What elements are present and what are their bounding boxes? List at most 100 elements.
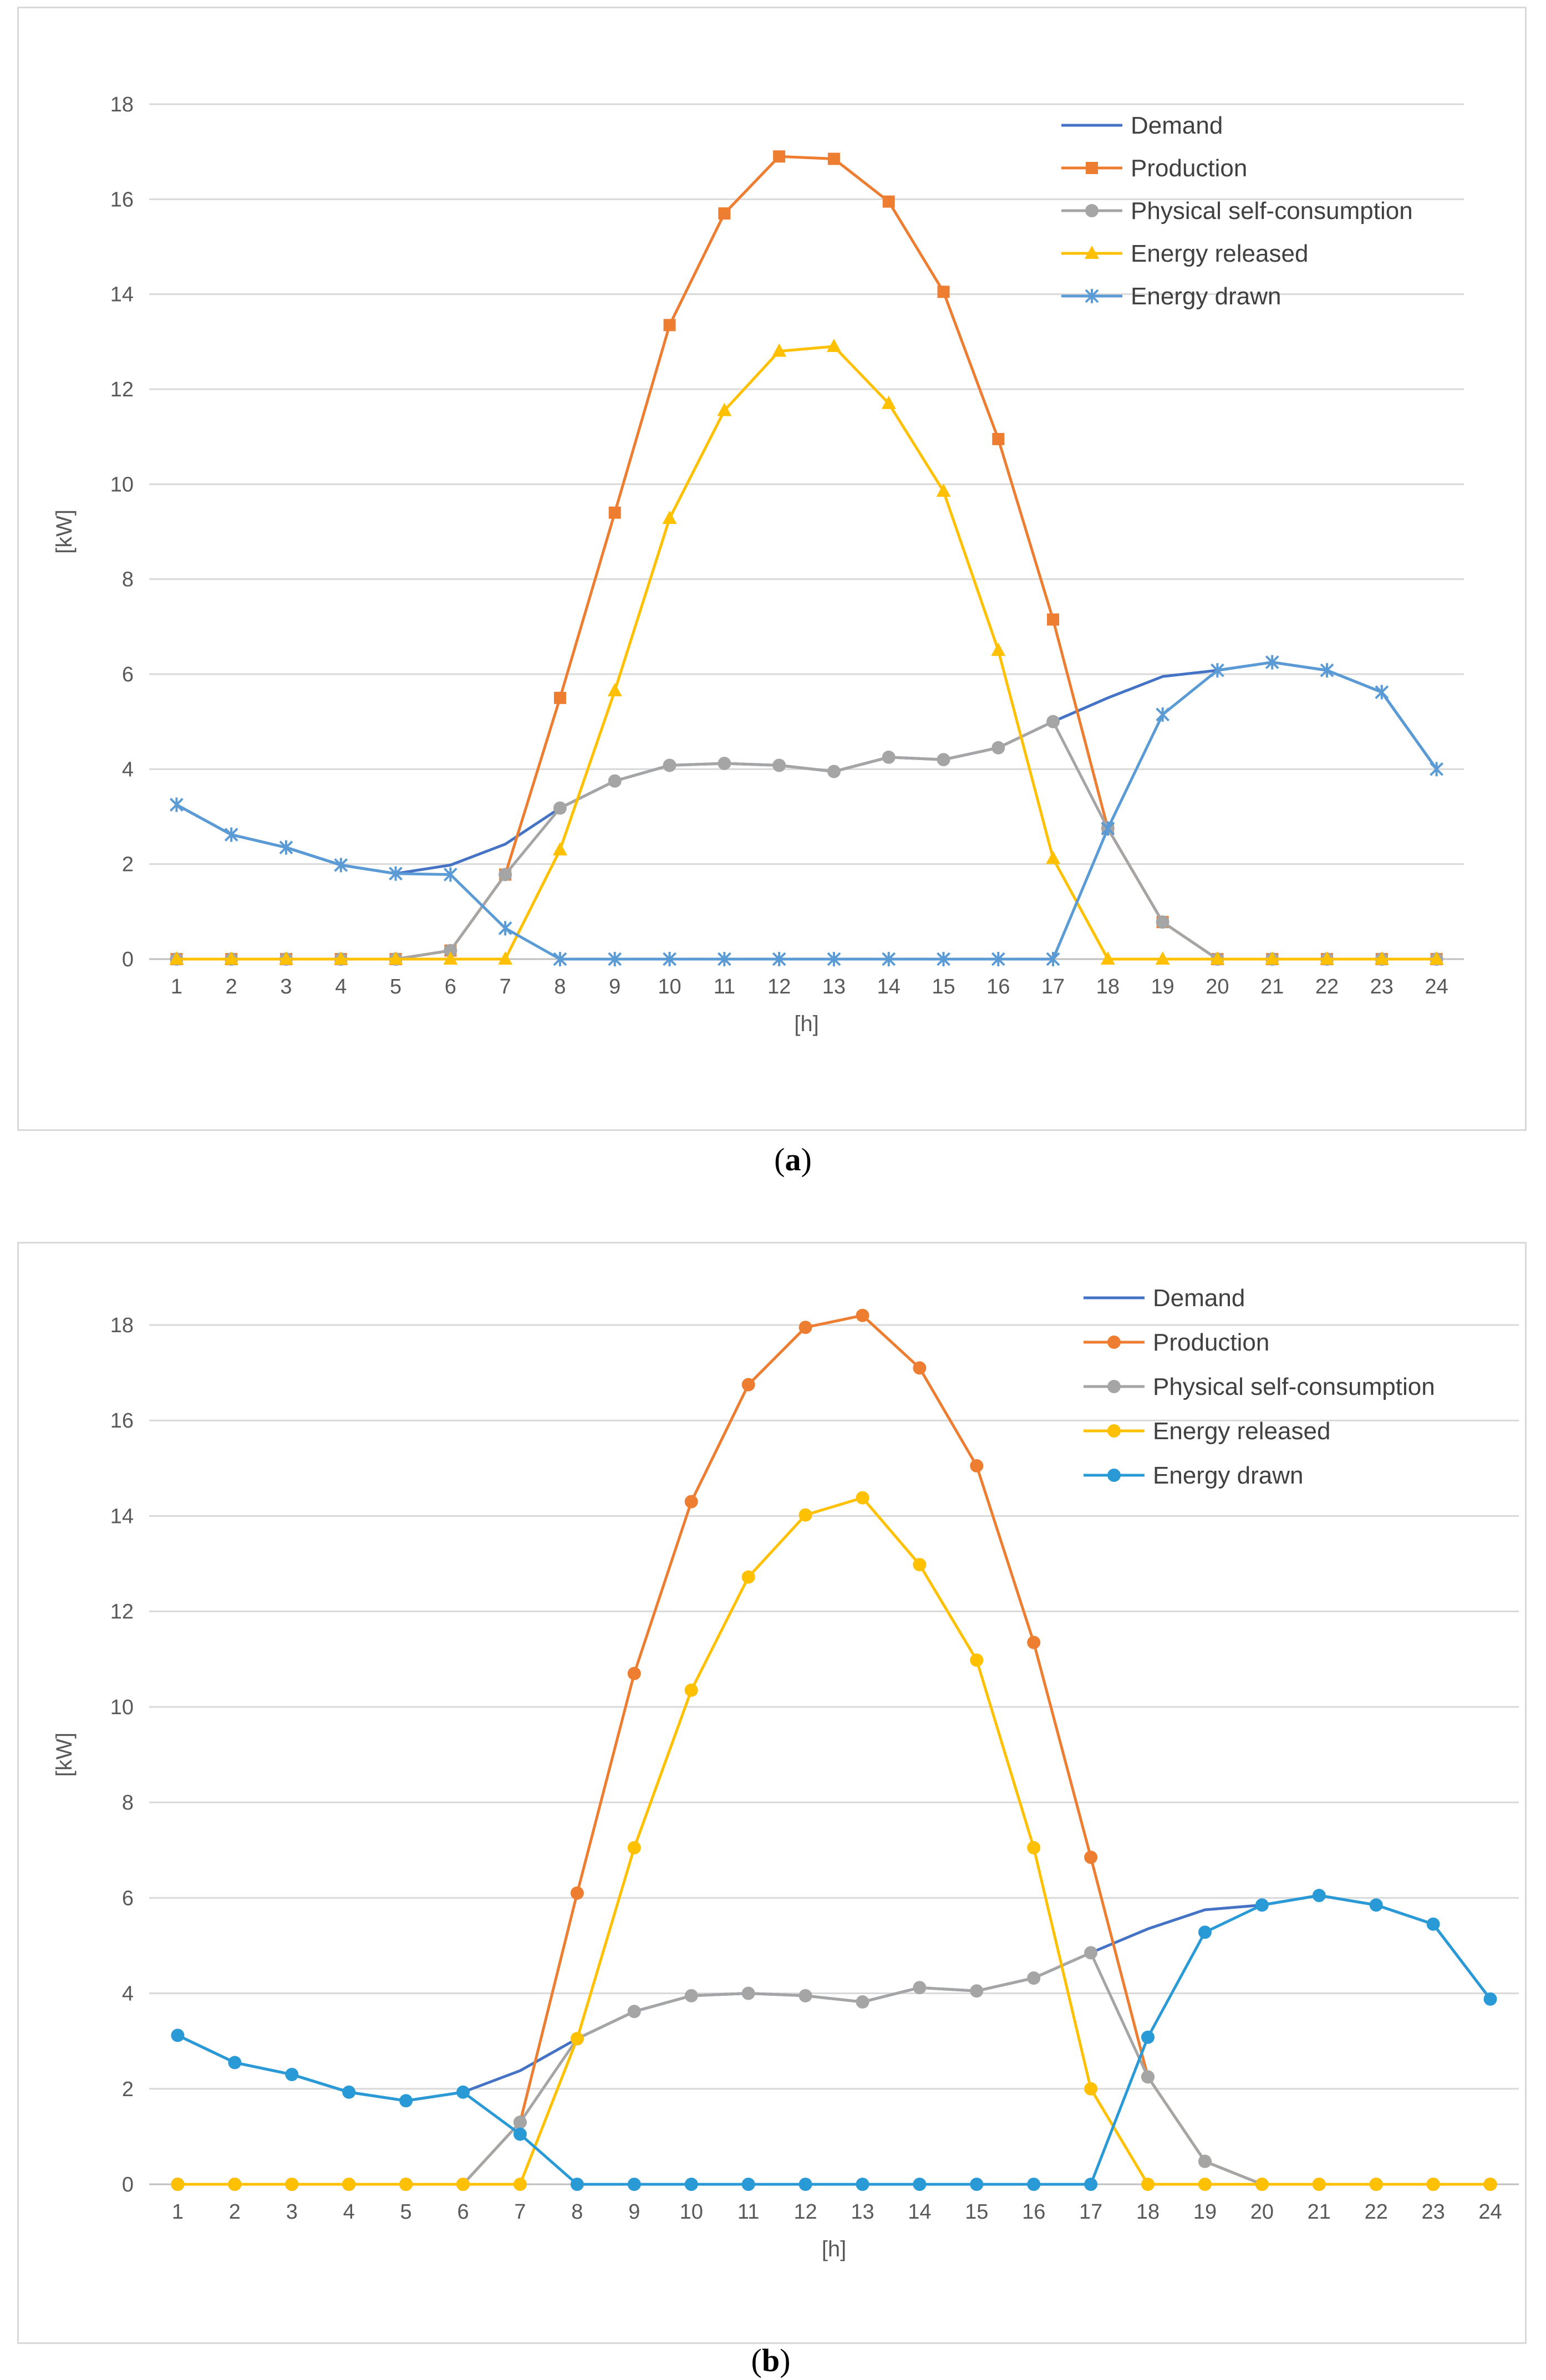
data-point-production	[608, 506, 621, 519]
data-point-production	[992, 432, 1005, 445]
data-point-energy-released	[399, 2178, 413, 2191]
data-point-physical-self-consumption	[1156, 915, 1169, 929]
data-point-energy-drawn	[1265, 655, 1279, 670]
data-point-energy-released	[333, 951, 348, 965]
data-point-energy-drawn	[627, 2178, 641, 2191]
data-point-energy-released	[826, 338, 841, 352]
data-point-production	[553, 691, 566, 704]
data-point-production	[937, 286, 950, 298]
data-point-energy-released	[169, 951, 184, 965]
x-tick-label: 5	[400, 2200, 412, 2224]
data-point-energy-released	[1429, 951, 1444, 965]
data-point-production	[684, 1495, 698, 1508]
legend-entry: Energy drawn	[1084, 1462, 1303, 1489]
series-line-energy-released	[176, 345, 1437, 961]
y-tick-label: 10	[110, 1696, 134, 1719]
x-tick-label: 14	[877, 975, 901, 998]
data-point-energy-released	[1084, 2082, 1098, 2096]
y-tick-label: 14	[110, 1505, 134, 1528]
y-tick-label: 2	[122, 2078, 134, 2101]
data-point-energy-released	[936, 483, 951, 497]
data-point-energy-drawn	[882, 952, 896, 966]
data-point-energy-drawn	[856, 2178, 869, 2191]
data-point-energy-released	[342, 2178, 356, 2191]
data-point-energy-released	[278, 951, 293, 965]
x-axis-title: [h]	[822, 2237, 846, 2261]
series-line-energy-drawn	[177, 1894, 1492, 2186]
data-point-energy-drawn	[513, 2127, 527, 2141]
legend-swatch-marker	[1107, 1336, 1121, 1349]
series-line-production	[176, 155, 1437, 961]
data-point-energy-released	[498, 951, 513, 965]
data-point-energy-released	[1100, 951, 1115, 965]
data-point-production	[799, 1321, 812, 1334]
data-point-energy-drawn	[228, 2056, 242, 2070]
data-point-physical-self-consumption	[772, 758, 786, 772]
series-line-production	[177, 1314, 1491, 2186]
data-point-energy-released	[1426, 2178, 1440, 2191]
x-tick-label: 15	[932, 975, 955, 998]
data-point-production	[570, 1886, 584, 1900]
data-point-energy-released	[1483, 2178, 1497, 2191]
y-tick-label: 0	[122, 948, 134, 971]
x-tick-label: 16	[1022, 2200, 1045, 2224]
legend-swatch-marker	[1107, 1380, 1121, 1393]
y-tick-label: 12	[110, 378, 134, 401]
data-point-energy-released	[552, 842, 567, 855]
data-point-energy-released	[1255, 2178, 1269, 2191]
data-point-energy-released	[456, 2178, 470, 2191]
data-point-energy-drawn	[1483, 1992, 1497, 2006]
y-tick-label: 18	[110, 93, 134, 116]
data-point-energy-released	[913, 1558, 927, 1572]
data-point-production	[913, 1361, 927, 1375]
x-tick-label: 18	[1096, 975, 1120, 998]
legend-label: Energy drawn	[1131, 283, 1281, 310]
data-point-energy-released	[1046, 850, 1061, 864]
data-point-energy-released	[1027, 1841, 1041, 1854]
y-tick-label: 0	[122, 2173, 134, 2196]
legend-label: Energy drawn	[1153, 1462, 1303, 1489]
x-tick-label: 5	[390, 975, 401, 998]
data-point-energy-released	[285, 2178, 299, 2191]
data-point-energy-released	[171, 2178, 185, 2191]
data-point-energy-released	[1320, 951, 1335, 965]
series-line-physical-self-consumption	[177, 1951, 1491, 2186]
data-point-energy-released	[991, 643, 1006, 656]
data-point-physical-self-consumption	[1198, 2154, 1212, 2168]
series-physical-self-consumption	[170, 715, 1443, 966]
data-point-energy-drawn	[1046, 952, 1060, 966]
data-point-physical-self-consumption	[1141, 2070, 1155, 2084]
x-tick-label: 3	[286, 2200, 298, 2224]
data-point-energy-drawn	[1084, 2178, 1098, 2191]
y-axis-title: [kW]	[52, 1732, 77, 1777]
data-point-energy-drawn	[827, 952, 841, 966]
data-point-energy-drawn	[399, 2094, 413, 2108]
caption-b-letter: b	[761, 2342, 780, 2378]
x-tick-label: 9	[609, 975, 621, 998]
data-point-energy-released	[443, 951, 458, 965]
data-point-energy-drawn	[1156, 707, 1170, 722]
y-tick-label: 10	[110, 473, 134, 496]
y-tick-label: 18	[110, 1314, 134, 1337]
x-tick-label: 1	[172, 2200, 184, 2224]
data-point-energy-drawn	[570, 2178, 584, 2191]
data-point-production	[1027, 1635, 1041, 1649]
x-tick-label: 7	[500, 975, 511, 998]
x-tick-label: 18	[1136, 2200, 1160, 2224]
legend-swatch-marker	[1107, 1469, 1121, 1482]
x-tick-label: 4	[343, 2200, 355, 2224]
data-point-energy-released	[741, 1570, 755, 1584]
data-point-energy-released	[1155, 951, 1170, 965]
data-point-energy-drawn	[1211, 663, 1224, 678]
data-point-energy-released	[1210, 951, 1225, 965]
data-point-physical-self-consumption	[970, 1984, 984, 1998]
legend-label: Demand	[1153, 1285, 1245, 1312]
data-point-energy-drawn	[799, 2178, 812, 2191]
x-tick-label: 13	[851, 2200, 874, 2224]
data-point-energy-released	[1198, 2178, 1212, 2191]
data-point-energy-drawn	[717, 952, 731, 966]
legend-entry: Demand	[1084, 1285, 1245, 1312]
series-line-energy-released	[177, 1496, 1491, 2186]
data-point-energy-drawn	[1320, 663, 1334, 678]
